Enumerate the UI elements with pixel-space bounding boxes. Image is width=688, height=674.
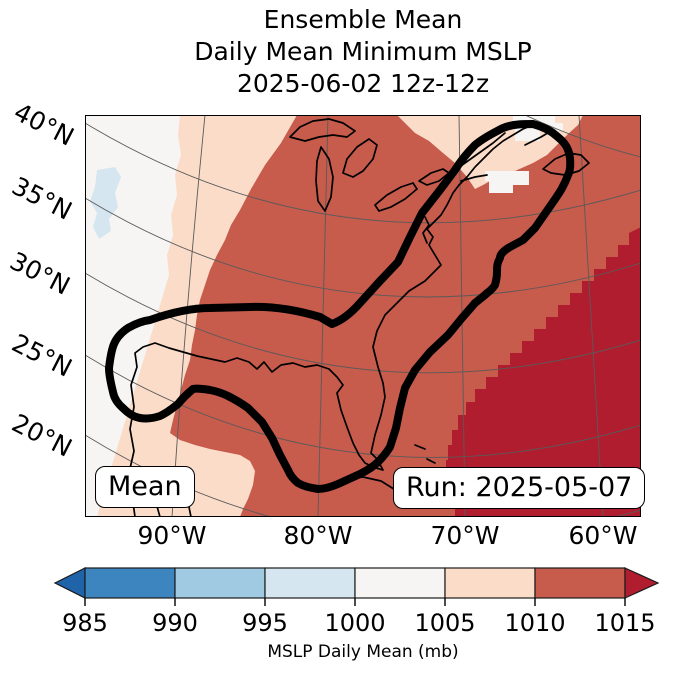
coastline-bahamas: [414, 444, 436, 464]
lon-tick-80w: 80°W: [283, 521, 353, 550]
lake-erie: [374, 182, 418, 212]
map-area: [85, 115, 641, 517]
lat-tick-40n: 40°N: [9, 97, 79, 152]
cbar-tick-995: 995: [242, 609, 288, 637]
fill-region-995-1000-patch: [90, 167, 121, 239]
colorbar-label: MSLP Daily Mean (mb): [267, 642, 459, 662]
coastline-chesapeake: [422, 216, 430, 244]
gridline-35n: [85, 197, 641, 298]
lake-michigan: [315, 146, 334, 212]
colorbar-seg-1010-1015: [534, 567, 626, 599]
cbar-tick-1015: 1015: [594, 609, 656, 637]
mean-annotation-box: Mean: [95, 466, 195, 508]
colorbar-under-arrow: [53, 567, 86, 599]
map-border: [85, 115, 641, 517]
fill-pocket-maine-white: [485, 171, 529, 193]
ensemble-contour: [105, 120, 575, 493]
gridline-30n: [85, 272, 641, 374]
lat-tick-20n: 20°N: [7, 408, 77, 463]
lake-superior: [289, 118, 356, 142]
lat-tick-35n: 35°N: [7, 171, 77, 226]
colorbar-seg-1000-1005: [354, 567, 446, 599]
title-line-3: 2025-06-02 12z-12z: [236, 69, 490, 98]
gridline-40n: [85, 122, 641, 224]
cbar-tick-1010: 1010: [504, 609, 566, 637]
lon-tick-70w: 70°W: [430, 521, 500, 550]
colorbar-seg-985-990: [84, 567, 176, 599]
gridline-45n: [524, 115, 641, 158]
cbar-tick-990: 990: [152, 609, 198, 637]
coastline-long-island: [460, 174, 488, 182]
colorbar-ticks: [84, 598, 626, 606]
fill-region-over-1015: [446, 227, 641, 517]
lon-tick-60w: 60°W: [568, 521, 638, 550]
colorbar-seg-995-1000: [264, 567, 356, 599]
graticule: [85, 115, 641, 517]
colorbar: [53, 567, 660, 606]
chart-title: Ensemble Mean Daily Mean Minimum MSLP 20…: [85, 4, 641, 100]
cbar-tick-985: 985: [62, 609, 108, 637]
run-annotation-box: Run: 2025-05-07: [393, 467, 646, 509]
lat-tick-25n: 25°N: [7, 328, 77, 383]
title-line-1: Ensemble Mean: [263, 5, 463, 34]
lat-tick-30n: 30°N: [5, 246, 75, 301]
cbar-tick-1005: 1005: [414, 609, 476, 637]
cbar-tick-1000: 1000: [324, 609, 386, 637]
lake-huron: [342, 138, 378, 178]
map-svg: [85, 115, 641, 517]
gridline-25n: [85, 354, 641, 458]
colorbar-over-arrow: [624, 567, 660, 599]
colorbar-seg-990-995: [174, 567, 266, 599]
lon-tick-90w: 90°W: [137, 521, 207, 550]
colorbar-seg-1005-1010: [444, 567, 536, 599]
gridline-90w: [171, 115, 206, 517]
coastline-mainland: [128, 124, 534, 517]
title-line-2: Daily Mean Minimum MSLP: [194, 37, 532, 66]
coastline-nova-scotia: [542, 152, 590, 176]
